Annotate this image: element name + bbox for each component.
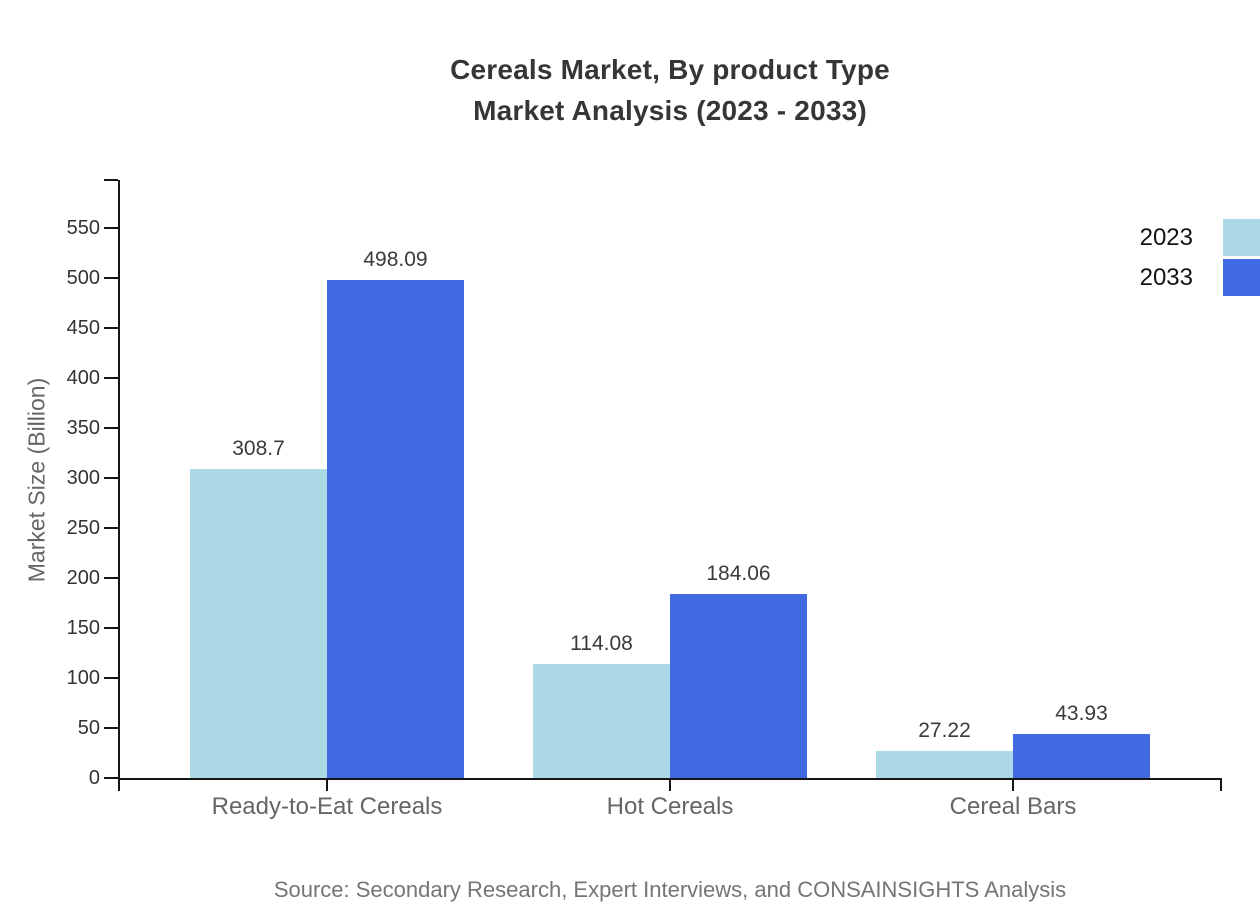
y-axis-tick <box>104 277 118 279</box>
x-axis-category-label: Cereal Bars <box>949 793 1077 820</box>
y-axis-tick-label: 150 <box>66 617 100 639</box>
y-axis-tick <box>104 477 118 479</box>
y-axis-tick <box>104 427 118 429</box>
legend-item-2023: 2023 <box>1140 219 1260 256</box>
y-axis-tick-label: 450 <box>66 317 100 339</box>
bar-value-label: 27.22 <box>918 719 971 742</box>
y-axis-tick-label: 0 <box>88 767 100 789</box>
bar-2033 <box>1013 734 1150 778</box>
x-axis-category-label: Hot Cereals <box>606 793 734 820</box>
chart-title-line2: Market Analysis (2023 - 2033) <box>473 95 867 126</box>
y-axis-tick <box>104 577 118 579</box>
y-axis-tick-label: 200 <box>66 567 100 589</box>
y-axis-tick <box>104 727 118 729</box>
y-axis-tick-label: 400 <box>66 367 100 389</box>
y-axis-tick <box>104 227 118 229</box>
y-axis-tick <box>104 777 118 779</box>
y-axis-tick-label: 550 <box>66 217 100 239</box>
y-axis-tick <box>104 527 118 529</box>
legend-item-2033: 2033 <box>1140 259 1260 296</box>
x-axis-category-label: Ready-to-Eat Cereals <box>211 793 443 820</box>
chart-title-line1: Cereals Market, By product Type <box>450 54 890 85</box>
source-note: Source: Secondary Research, Expert Inter… <box>273 877 1067 902</box>
bar-value-label: 498.09 <box>363 248 428 271</box>
chart-title: Cereals Market, By product Type Market A… <box>118 49 1222 131</box>
bar-value-label: 114.08 <box>570 632 633 655</box>
y-axis-tick <box>104 377 118 379</box>
x-axis-right-end-tick <box>1220 778 1222 791</box>
legend-label: 2033 <box>1139 263 1193 291</box>
plot-area: 0 50 100 150 200 250 300 350 400 450 500 550 308.7 49… <box>67 179 1222 820</box>
bar-2023 <box>190 469 327 778</box>
bar-2023 <box>533 664 670 778</box>
bar-2033 <box>670 594 807 778</box>
y-axis-tick-label: 500 <box>66 267 100 289</box>
bar-2023 <box>876 751 1013 778</box>
x-axis-tick <box>326 778 328 791</box>
x-axis-tick <box>669 778 671 791</box>
y-axis-end-tick <box>104 179 118 181</box>
bar-value-label: 43.93 <box>1055 702 1108 725</box>
legend-swatch-icon <box>1223 219 1260 256</box>
bar-2033 <box>327 280 464 778</box>
bar-value-label: 184.06 <box>706 562 771 585</box>
x-axis-left-end-tick <box>118 778 120 791</box>
legend-label: 2023 <box>1139 223 1193 251</box>
y-axis-tick-label: 250 <box>66 517 100 539</box>
y-axis-tick <box>104 627 118 629</box>
y-axis-tick-label: 300 <box>66 467 100 489</box>
x-axis-tick <box>1012 778 1014 791</box>
y-axis-tick-label: 350 <box>66 417 100 439</box>
bar-value-label: 308.7 <box>232 437 285 460</box>
y-axis-title: Market Size (Billion) <box>23 377 50 583</box>
legend-swatch-icon <box>1223 259 1260 296</box>
y-axis-tick-label: 50 <box>77 717 100 739</box>
y-axis-tick-label: 100 <box>66 667 100 689</box>
y-axis-tick <box>104 677 118 679</box>
legend: 2023 2033 <box>1140 219 1260 296</box>
y-axis-tick <box>104 327 118 329</box>
